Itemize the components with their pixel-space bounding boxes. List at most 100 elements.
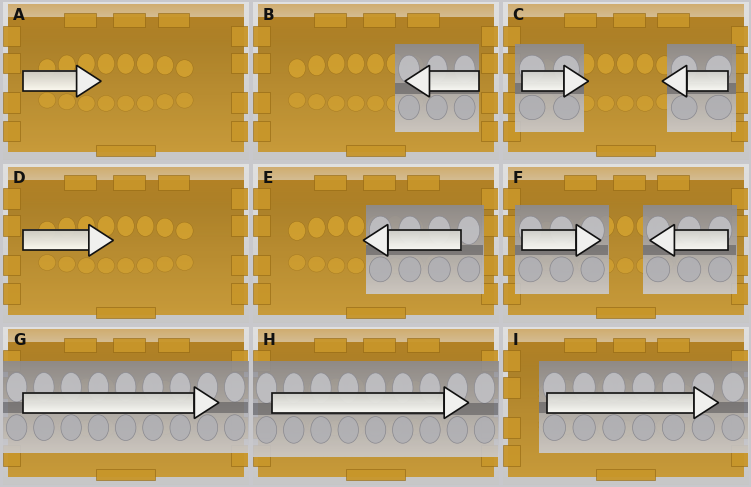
Ellipse shape bbox=[578, 420, 595, 436]
Ellipse shape bbox=[573, 415, 596, 441]
Ellipse shape bbox=[256, 416, 276, 443]
Ellipse shape bbox=[597, 420, 614, 436]
Ellipse shape bbox=[327, 420, 345, 436]
Bar bbox=[502, 377, 520, 398]
Ellipse shape bbox=[387, 420, 404, 436]
Bar bbox=[731, 417, 748, 437]
Bar bbox=[96, 469, 155, 480]
Bar bbox=[522, 230, 576, 250]
Ellipse shape bbox=[365, 416, 386, 443]
Ellipse shape bbox=[722, 415, 744, 441]
Text: I: I bbox=[512, 333, 518, 348]
Ellipse shape bbox=[367, 54, 384, 74]
Ellipse shape bbox=[636, 95, 653, 111]
Bar bbox=[113, 13, 145, 27]
Bar bbox=[731, 350, 748, 371]
Ellipse shape bbox=[427, 95, 448, 120]
Ellipse shape bbox=[420, 373, 440, 403]
Ellipse shape bbox=[676, 222, 693, 240]
Bar bbox=[481, 26, 498, 46]
Bar bbox=[3, 255, 20, 275]
Ellipse shape bbox=[338, 373, 358, 403]
Bar bbox=[113, 175, 145, 189]
Bar bbox=[253, 121, 270, 141]
Polygon shape bbox=[89, 225, 113, 256]
Bar bbox=[502, 92, 520, 113]
Bar bbox=[395, 83, 478, 94]
Ellipse shape bbox=[428, 257, 451, 282]
Ellipse shape bbox=[78, 54, 95, 74]
Ellipse shape bbox=[116, 415, 136, 441]
Ellipse shape bbox=[176, 222, 193, 240]
Bar bbox=[65, 175, 96, 189]
Ellipse shape bbox=[632, 373, 655, 402]
Polygon shape bbox=[405, 65, 430, 97]
Bar bbox=[231, 53, 249, 73]
Bar bbox=[657, 175, 689, 189]
Ellipse shape bbox=[573, 373, 596, 402]
Ellipse shape bbox=[558, 55, 575, 75]
Ellipse shape bbox=[550, 216, 573, 244]
Ellipse shape bbox=[676, 384, 693, 402]
Ellipse shape bbox=[308, 94, 325, 110]
Bar bbox=[481, 188, 498, 208]
Ellipse shape bbox=[38, 92, 56, 108]
Polygon shape bbox=[564, 65, 589, 97]
Ellipse shape bbox=[538, 417, 556, 433]
Ellipse shape bbox=[137, 420, 154, 436]
Ellipse shape bbox=[538, 384, 556, 403]
Bar bbox=[231, 26, 249, 46]
Ellipse shape bbox=[447, 373, 467, 403]
Ellipse shape bbox=[406, 218, 424, 237]
Ellipse shape bbox=[553, 95, 579, 120]
Ellipse shape bbox=[538, 255, 556, 270]
Ellipse shape bbox=[558, 418, 575, 434]
Bar bbox=[564, 175, 596, 189]
Ellipse shape bbox=[662, 373, 685, 402]
Ellipse shape bbox=[365, 373, 386, 403]
Bar bbox=[23, 393, 195, 413]
Ellipse shape bbox=[117, 95, 134, 111]
Bar bbox=[231, 377, 249, 398]
Bar bbox=[686, 71, 728, 91]
Ellipse shape bbox=[656, 218, 673, 237]
Ellipse shape bbox=[176, 60, 193, 77]
Ellipse shape bbox=[399, 55, 420, 83]
Ellipse shape bbox=[597, 258, 614, 274]
Ellipse shape bbox=[338, 416, 358, 443]
Ellipse shape bbox=[597, 216, 614, 236]
Ellipse shape bbox=[597, 378, 614, 399]
Bar bbox=[231, 417, 249, 437]
Bar bbox=[253, 26, 270, 46]
Ellipse shape bbox=[367, 95, 384, 111]
Bar bbox=[596, 145, 655, 156]
Bar bbox=[613, 175, 645, 189]
Ellipse shape bbox=[98, 258, 115, 274]
Bar bbox=[596, 469, 655, 480]
Ellipse shape bbox=[98, 95, 115, 111]
Ellipse shape bbox=[98, 420, 115, 436]
Ellipse shape bbox=[170, 415, 191, 441]
Ellipse shape bbox=[308, 380, 325, 400]
Ellipse shape bbox=[692, 415, 714, 441]
Ellipse shape bbox=[671, 95, 697, 120]
Ellipse shape bbox=[706, 95, 731, 120]
Bar bbox=[253, 377, 270, 398]
Ellipse shape bbox=[198, 415, 218, 441]
Ellipse shape bbox=[284, 416, 304, 443]
Ellipse shape bbox=[656, 380, 673, 399]
Ellipse shape bbox=[225, 415, 245, 441]
Ellipse shape bbox=[617, 420, 634, 436]
Ellipse shape bbox=[519, 216, 542, 244]
Ellipse shape bbox=[347, 54, 364, 74]
Ellipse shape bbox=[387, 216, 404, 236]
Ellipse shape bbox=[393, 373, 413, 403]
Ellipse shape bbox=[454, 55, 475, 83]
Ellipse shape bbox=[656, 56, 673, 75]
Ellipse shape bbox=[387, 258, 404, 274]
Ellipse shape bbox=[34, 373, 54, 402]
Bar bbox=[253, 446, 270, 466]
Ellipse shape bbox=[457, 257, 480, 282]
Bar bbox=[253, 255, 270, 275]
Bar bbox=[731, 53, 748, 73]
